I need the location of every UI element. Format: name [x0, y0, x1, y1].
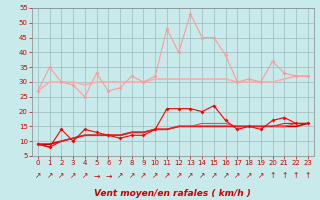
- Text: ↗: ↗: [246, 171, 252, 180]
- Text: ↑: ↑: [305, 171, 311, 180]
- Text: ↑: ↑: [281, 171, 287, 180]
- Text: ↗: ↗: [46, 171, 53, 180]
- Text: ↗: ↗: [211, 171, 217, 180]
- Text: ↗: ↗: [164, 171, 170, 180]
- Text: ↗: ↗: [187, 171, 194, 180]
- Text: ↗: ↗: [175, 171, 182, 180]
- Text: ↗: ↗: [82, 171, 88, 180]
- Text: ↗: ↗: [58, 171, 65, 180]
- Text: →: →: [105, 171, 111, 180]
- Text: ↗: ↗: [70, 171, 76, 180]
- Text: ↗: ↗: [152, 171, 158, 180]
- Text: ↗: ↗: [222, 171, 229, 180]
- Text: ↗: ↗: [117, 171, 123, 180]
- Text: ↗: ↗: [140, 171, 147, 180]
- Text: ↗: ↗: [199, 171, 205, 180]
- Text: ↗: ↗: [258, 171, 264, 180]
- Text: →: →: [93, 171, 100, 180]
- Text: ↗: ↗: [234, 171, 241, 180]
- Text: ↗: ↗: [35, 171, 41, 180]
- Text: Vent moyen/en rafales ( km/h ): Vent moyen/en rafales ( km/h ): [94, 189, 251, 198]
- Text: ↑: ↑: [269, 171, 276, 180]
- Text: ↗: ↗: [129, 171, 135, 180]
- Text: ↑: ↑: [293, 171, 299, 180]
